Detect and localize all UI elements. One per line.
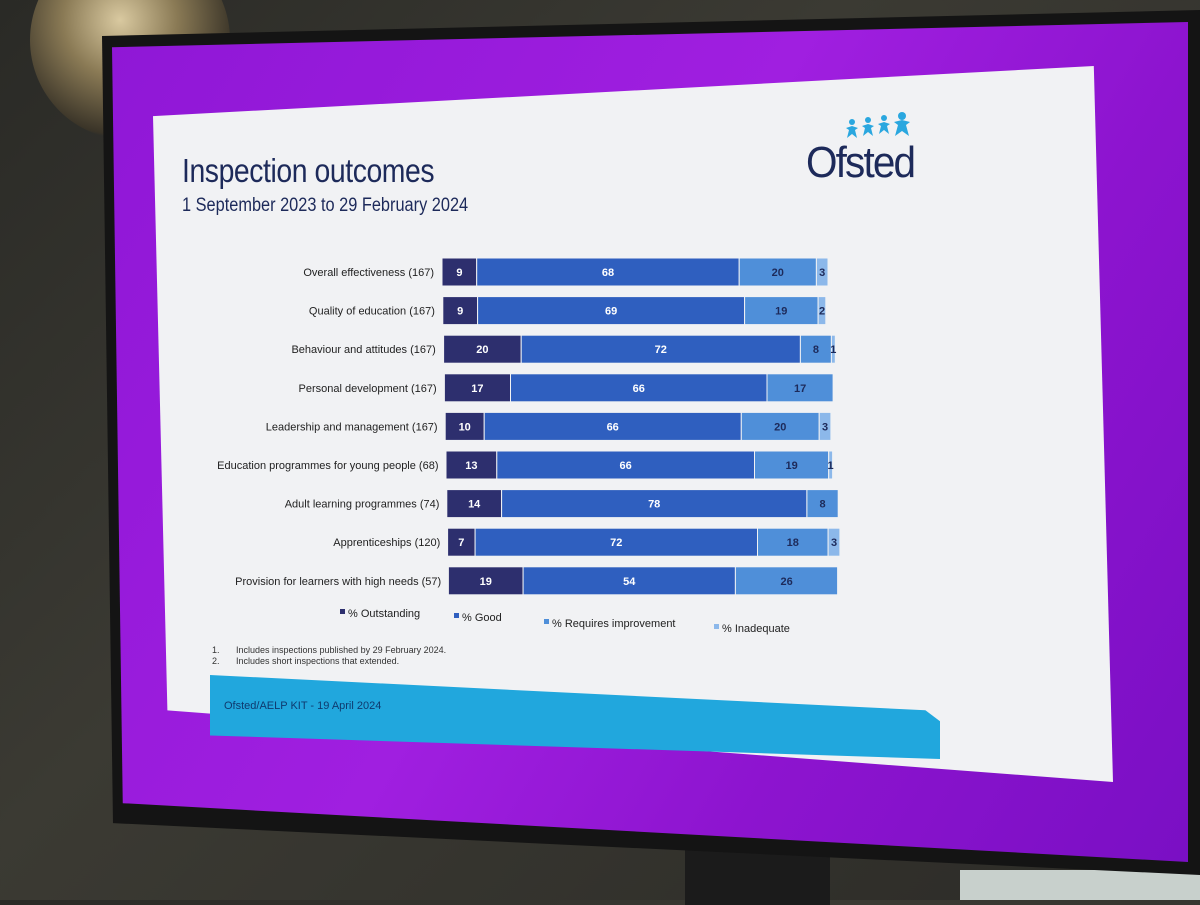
category-label-overall-effectiveness-167: Overall effectiveness (167) xyxy=(303,267,434,279)
legend-swatch-good xyxy=(454,613,459,618)
data-label-provision-for-learners-with-high-needs-57-outstanding: 19 xyxy=(480,576,492,588)
data-label-education-programmes-for-young-people-68-inadequate: 1 xyxy=(828,460,834,472)
data-label-apprenticeships-120-outstanding: 7 xyxy=(458,537,464,549)
data-label-quality-of-education-167-requires-improvement: 19 xyxy=(775,306,787,318)
legend-label-good: % Good xyxy=(462,612,502,624)
bar-education-programmes-for-young-people-68-outstanding xyxy=(445,450,498,480)
data-label-overall-effectiveness-167-good: 68 xyxy=(602,267,614,279)
bar-adult-learning-programmes-74-requires-improvement xyxy=(806,489,839,519)
category-label-leadership-and-management-167: Leadership and management (167) xyxy=(266,421,438,433)
category-label-education-programmes-for-young-people-68: Education programmes for young people (6… xyxy=(217,460,438,472)
bar-leadership-and-management-167-inadequate xyxy=(818,411,832,441)
logo-text: Ofsted xyxy=(806,138,916,187)
bar-personal-development-167-outstanding xyxy=(443,373,511,403)
bar-leadership-and-management-167-outstanding xyxy=(444,411,485,441)
background-window xyxy=(960,870,1200,900)
data-label-apprenticeships-120-inadequate: 3 xyxy=(831,537,837,549)
slide-title: Inspection outcomes xyxy=(182,152,435,189)
bar-behaviour-and-attitudes-167-good xyxy=(520,334,801,364)
slide-subtitle: 1 September 2023 to 29 February 2024 xyxy=(182,195,469,216)
footnote-1: 1. Includes inspections published by 29 F… xyxy=(212,645,447,655)
bar-adult-learning-programmes-74-outstanding xyxy=(446,489,503,519)
category-label-provision-for-learners-with-high-needs-57: Provision for learners with high needs (… xyxy=(235,576,441,588)
bar-overall-effectiveness-167-outstanding xyxy=(441,257,478,287)
data-label-leadership-and-management-167-outstanding: 10 xyxy=(459,421,471,433)
footnote-2: 2. Includes short inspections that extend… xyxy=(212,656,400,666)
bar-quality-of-education-167-requires-improvement xyxy=(744,296,819,326)
bar-leadership-and-management-167-requires-improvement xyxy=(740,411,820,441)
bar-provision-for-learners-with-high-needs-57-requires-improvement xyxy=(734,566,839,596)
bar-quality-of-education-167-outstanding xyxy=(442,296,479,326)
footnotes: 1. Includes inspections published by 29 F… xyxy=(212,645,446,667)
bar-apprenticeships-120-inadequate xyxy=(827,527,841,557)
legend-label-inadequate: % Inadequate xyxy=(722,623,790,635)
data-label-apprenticeships-120-requires-improvement: 18 xyxy=(787,537,799,549)
data-label-personal-development-167-outstanding: 17 xyxy=(471,383,483,395)
data-label-leadership-and-management-167-inadequate: 3 xyxy=(822,421,828,433)
data-label-quality-of-education-167-good: 69 xyxy=(605,306,617,318)
bar-quality-of-education-167-good xyxy=(477,296,746,326)
category-label-personal-development-167: Personal development (167) xyxy=(298,383,436,395)
data-label-personal-development-167-good: 66 xyxy=(633,383,645,395)
data-label-behaviour-and-attitudes-167-outstanding: 20 xyxy=(476,344,488,356)
data-label-behaviour-and-attitudes-167-requires-improvement: 8 xyxy=(813,344,819,356)
data-label-education-programmes-for-young-people-68-good: 66 xyxy=(619,460,631,472)
bar-personal-development-167-requires-improvement xyxy=(766,373,834,403)
data-label-apprenticeships-120-good: 72 xyxy=(610,537,622,549)
data-label-overall-effectiveness-167-outstanding: 9 xyxy=(456,267,462,279)
data-label-provision-for-learners-with-high-needs-57-good: 54 xyxy=(623,576,636,588)
footer-text: Ofsted/AELP KIT - 19 April 2024 xyxy=(224,700,382,712)
bar-overall-effectiveness-167-inadequate xyxy=(815,257,829,287)
bar-education-programmes-for-young-people-68-requires-improvement xyxy=(754,450,830,480)
bar-quality-of-education-167-inadequate xyxy=(817,296,827,326)
bar-behaviour-and-attitudes-167-requires-improvement xyxy=(799,334,832,364)
data-label-education-programmes-for-young-people-68-requires-improvement: 19 xyxy=(785,460,797,472)
bar-leadership-and-management-167-good xyxy=(483,411,742,441)
bar-apprenticeships-120-requires-improvement xyxy=(757,527,829,557)
ofsted-logo: Ofsted xyxy=(806,112,916,194)
legend-swatch-outstanding xyxy=(340,609,345,614)
data-label-behaviour-and-attitudes-167-inadequate: 1 xyxy=(830,344,836,356)
category-label-quality-of-education-167: Quality of education (167) xyxy=(309,306,435,318)
data-label-personal-development-167-requires-improvement: 17 xyxy=(794,383,806,395)
legend-swatch-requires-improvement xyxy=(544,619,549,624)
data-label-adult-learning-programmes-74-outstanding: 14 xyxy=(468,499,481,511)
bar-adult-learning-programmes-74-good xyxy=(501,489,808,519)
data-label-quality-of-education-167-outstanding: 9 xyxy=(457,306,463,318)
data-label-overall-effectiveness-167-inadequate: 3 xyxy=(819,267,825,279)
data-label-leadership-and-management-167-good: 66 xyxy=(607,421,619,433)
legend-label-requires-improvement: % Requires improvement xyxy=(552,618,676,630)
people-figures-icon xyxy=(846,112,910,138)
bar-personal-development-167-good xyxy=(510,373,768,403)
category-label-apprenticeships-120: Apprenticeships (120) xyxy=(333,537,440,549)
bar-provision-for-learners-with-high-needs-57-good xyxy=(522,566,736,596)
data-label-provision-for-learners-with-high-needs-57-requires-improvement: 26 xyxy=(780,576,792,588)
bar-overall-effectiveness-167-requires-improvement xyxy=(738,257,817,287)
data-label-education-programmes-for-young-people-68-outstanding: 13 xyxy=(465,460,477,472)
legend-label-outstanding: % Outstanding xyxy=(348,608,420,620)
data-label-overall-effectiveness-167-requires-improvement: 20 xyxy=(772,267,784,279)
legend-swatch-inadequate xyxy=(714,624,719,629)
category-label-behaviour-and-attitudes-167: Behaviour and attitudes (167) xyxy=(291,344,435,356)
data-label-behaviour-and-attitudes-167-good: 72 xyxy=(655,344,667,356)
bar-behaviour-and-attitudes-167-outstanding xyxy=(443,334,522,364)
bar-education-programmes-for-young-people-68-inadequate xyxy=(828,450,834,480)
bar-behaviour-and-attitudes-167-inadequate xyxy=(830,334,836,364)
data-label-quality-of-education-167-inadequate: 2 xyxy=(819,306,825,318)
bar-education-programmes-for-young-people-68-good xyxy=(496,450,755,480)
data-label-leadership-and-management-167-requires-improvement: 20 xyxy=(774,421,786,433)
category-label-adult-learning-programmes-74: Adult learning programmes (74) xyxy=(285,499,440,511)
data-label-adult-learning-programmes-74-requires-improvement: 8 xyxy=(819,499,825,511)
data-label-adult-learning-programmes-74-good: 78 xyxy=(648,499,660,511)
